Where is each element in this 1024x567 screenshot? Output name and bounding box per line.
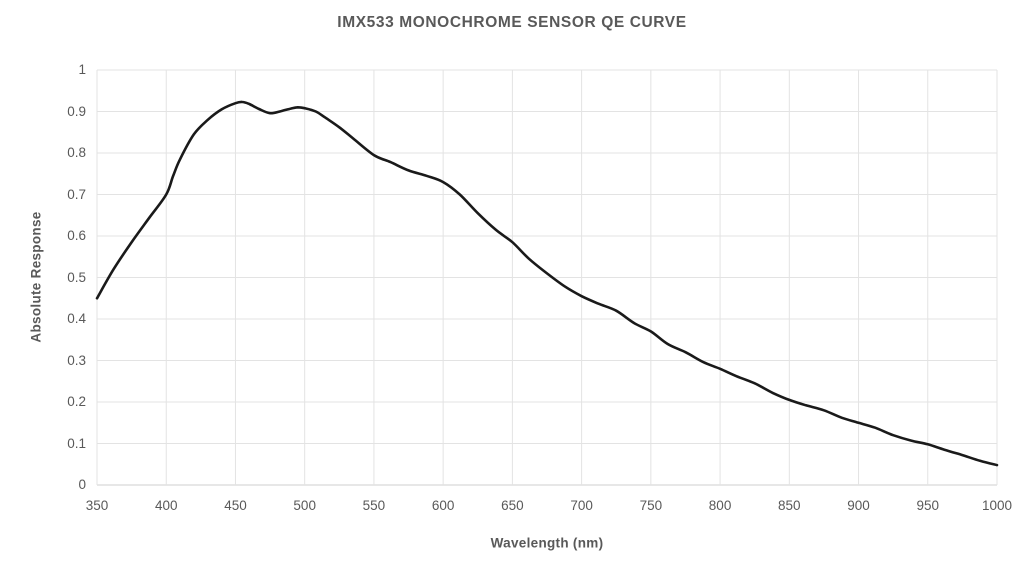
x-tick-label: 500 xyxy=(293,498,316,513)
y-tick-label: 0.4 xyxy=(67,311,86,326)
x-tick-label: 950 xyxy=(916,498,940,513)
x-tick-label: 550 xyxy=(362,498,386,513)
x-tick-label: 750 xyxy=(639,498,663,513)
x-tick-label: 650 xyxy=(501,498,524,513)
y-tick-label: 0.2 xyxy=(67,394,86,409)
y-tick-label: 0.8 xyxy=(67,145,86,160)
x-tick-label: 850 xyxy=(778,498,801,513)
x-tick-label: 900 xyxy=(847,498,870,513)
x-axis-title: Wavelength (nm) xyxy=(490,535,604,551)
chart-title: IMX533 MONOCHROME SENSOR QE CURVE xyxy=(337,14,687,31)
y-tick-label: 0.7 xyxy=(67,186,86,202)
x-tick-label: 350 xyxy=(85,498,109,513)
y-tick-label: 0.9 xyxy=(67,103,86,119)
y-tick-label: 1 xyxy=(78,62,86,77)
qe-curve-line xyxy=(95,100,999,467)
gridlines xyxy=(96,69,998,486)
x-tick-label: 450 xyxy=(224,498,247,513)
x-tick-label: 800 xyxy=(708,498,732,513)
y-tick-label: 0 xyxy=(78,477,86,492)
y-tick-label: 0.3 xyxy=(67,352,86,368)
x-tick-label: 700 xyxy=(570,498,593,513)
y-axis-title: Absolute Response xyxy=(28,211,44,343)
x-tick-label: 600 xyxy=(431,498,455,513)
y-tick-label: 0.5 xyxy=(67,269,86,285)
y-tick-label: 0.1 xyxy=(67,435,86,451)
y-tick-label: 0.6 xyxy=(67,228,86,243)
x-tick-label: 400 xyxy=(154,498,178,513)
x-tick-label: 1000 xyxy=(981,498,1013,513)
